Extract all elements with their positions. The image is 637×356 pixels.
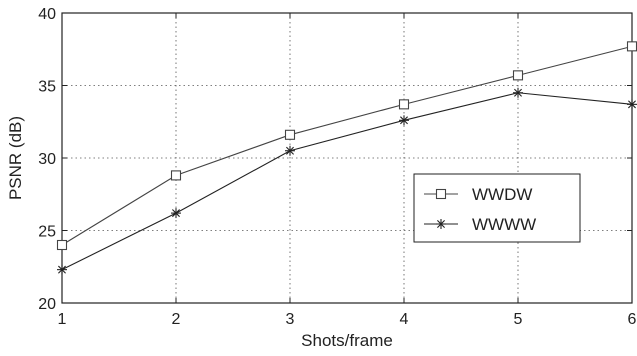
square-marker [398, 99, 410, 110]
y-tick-label: 35 [38, 79, 56, 96]
series-line [61, 45, 633, 246]
asterisk-marker [399, 115, 409, 126]
asterisk-marker [513, 87, 523, 98]
legend-label: WWDW [472, 185, 532, 204]
x-tick-label: 2 [172, 311, 181, 328]
y-tick-label: 40 [38, 6, 56, 23]
legend: WWDW WWWW [413, 173, 581, 243]
y-tick-label: 30 [38, 151, 56, 168]
square-marker [435, 188, 447, 200]
asterisk-marker [627, 99, 637, 110]
asterisk-marker [436, 219, 446, 229]
axis-ticks: 1 2 3 4 5 6 20 25 30 35 40 [38, 6, 636, 328]
square-marker [284, 129, 296, 140]
square-marker [512, 70, 524, 81]
legend-box [413, 173, 581, 243]
x-tick-label: 3 [286, 311, 295, 328]
legend-item: WWWW [424, 215, 536, 234]
series-wwdw [56, 41, 637, 251]
square-marker [170, 170, 182, 181]
y-tick-label: 25 [38, 224, 56, 241]
square-marker [626, 41, 637, 52]
y-axis-label: PSNR (dB) [6, 116, 25, 200]
series-wwww [57, 87, 637, 275]
asterisk-marker [285, 145, 295, 156]
asterisk-marker [57, 264, 67, 275]
legend-label: WWWW [472, 215, 536, 234]
x-tick-label: 6 [628, 311, 637, 328]
x-axis-label: Shots/frame [301, 331, 393, 350]
series-line [61, 92, 633, 271]
x-tick-label: 1 [58, 311, 67, 328]
asterisk-marker [171, 208, 181, 219]
grid-lines [62, 13, 632, 303]
x-tick-label: 4 [400, 311, 409, 328]
series-layer [56, 41, 637, 275]
y-tick-label: 20 [38, 296, 56, 313]
legend-item: WWDW [424, 185, 532, 204]
x-tick-label: 5 [514, 311, 523, 328]
square-marker [56, 239, 68, 251]
